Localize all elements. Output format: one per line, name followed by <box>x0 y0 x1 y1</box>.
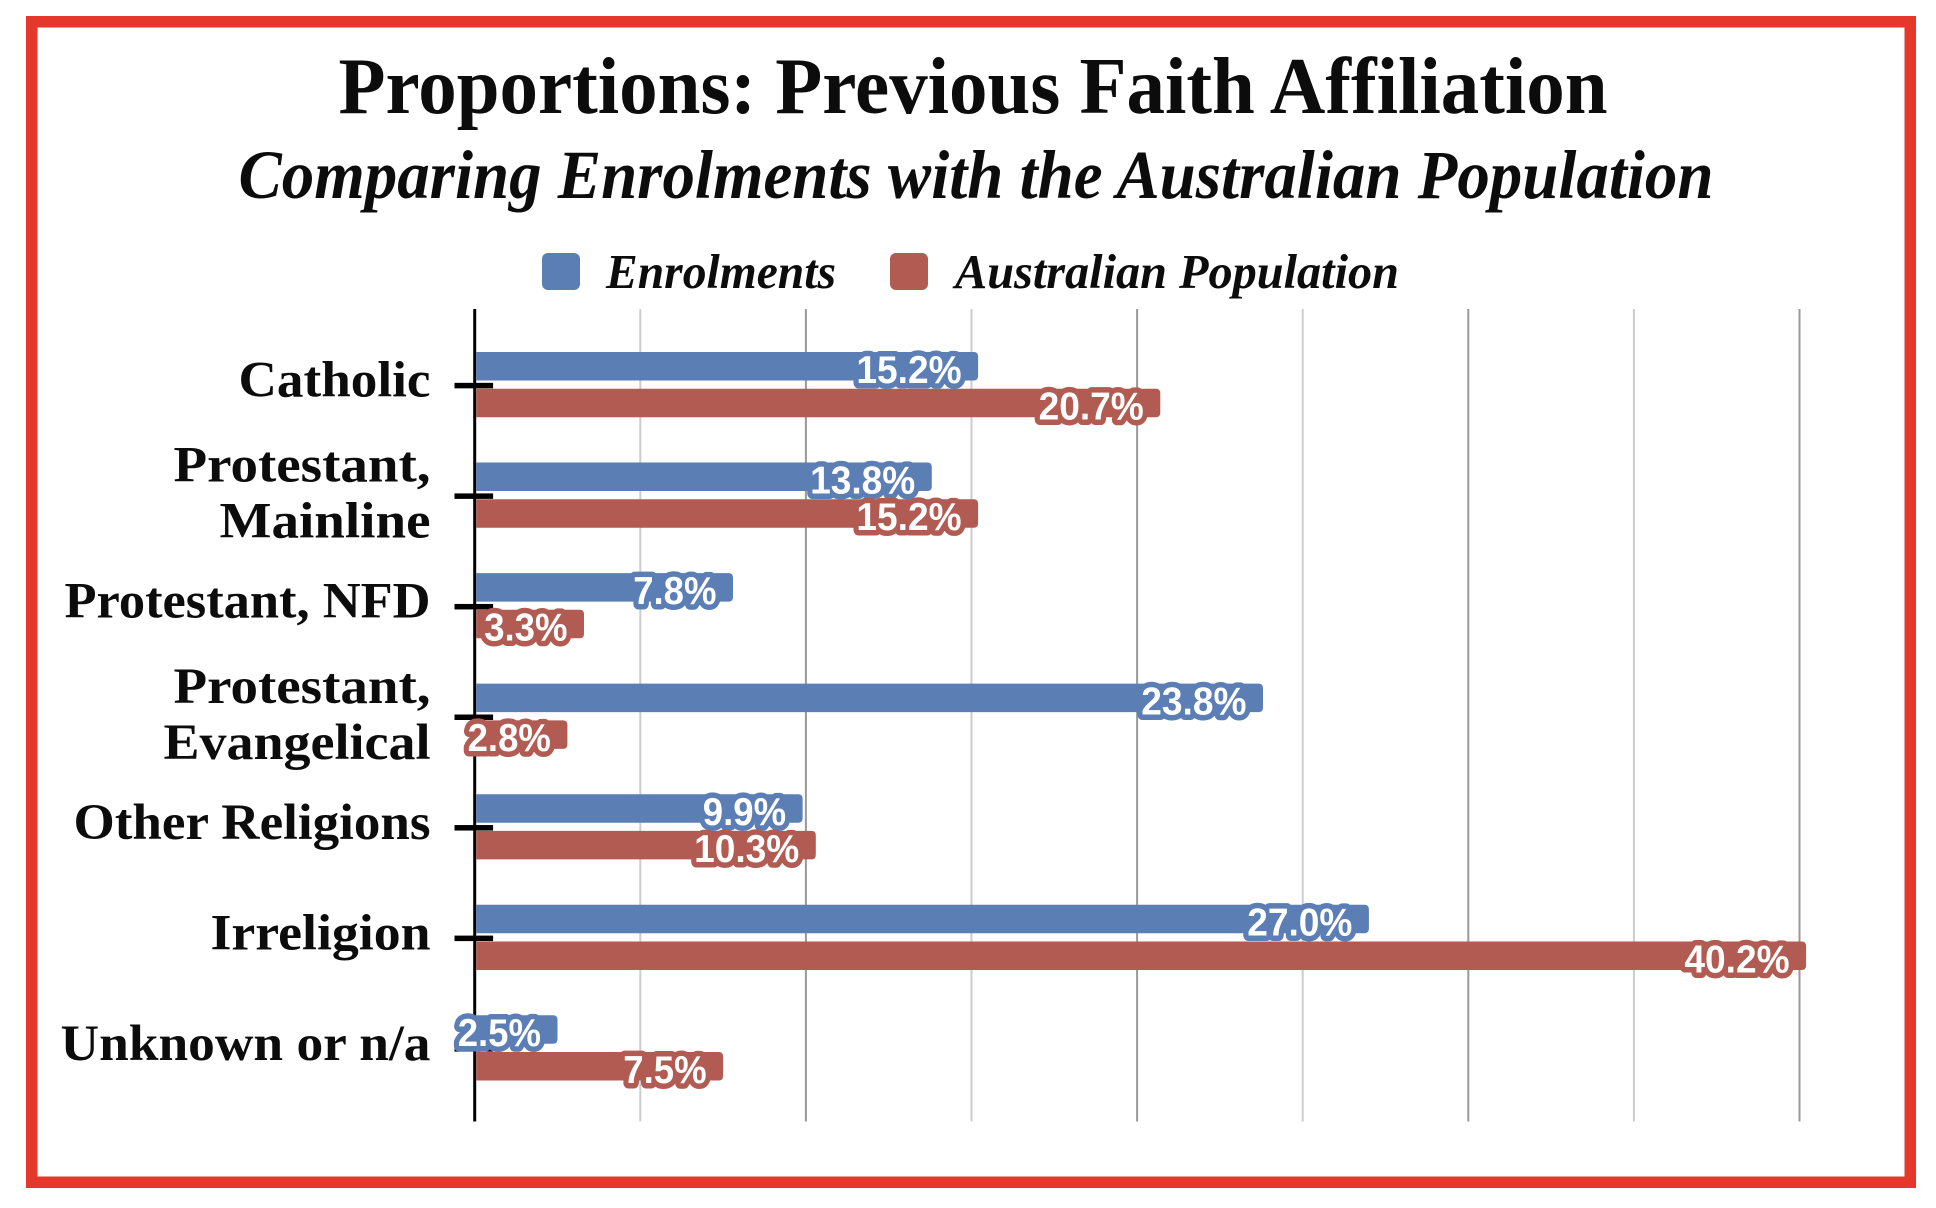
svg-text:Protestant,: Protestant, <box>174 659 431 715</box>
svg-text:15.2%: 15.2% <box>856 496 961 539</box>
svg-text:7.8%: 7.8% <box>633 570 716 613</box>
svg-text:Unknown or n/a: Unknown or n/a <box>61 1016 431 1072</box>
svg-text:Irreligion: Irreligion <box>211 905 431 961</box>
svg-text:Protestant,: Protestant, <box>174 438 431 494</box>
svg-text:7.5%: 7.5% <box>623 1049 706 1092</box>
svg-text:15.2%: 15.2% <box>856 349 961 392</box>
svg-text:20.7%: 20.7% <box>1039 386 1144 429</box>
svg-text:Australian Population: Australian Population <box>952 244 1399 299</box>
svg-text:Protestant, NFD: Protestant, NFD <box>65 574 431 630</box>
svg-text:2.5%: 2.5% <box>458 1012 541 1055</box>
svg-text:2.8%: 2.8% <box>468 717 551 760</box>
svg-text:Proportions: Previous Faith Af: Proportions: Previous Faith Affiliation <box>339 41 1608 131</box>
svg-text:Mainline: Mainline <box>220 494 431 550</box>
svg-text:40.2%: 40.2% <box>1684 938 1789 981</box>
svg-text:Enrolments: Enrolments <box>605 244 836 299</box>
svg-text:27.0%: 27.0% <box>1247 902 1352 945</box>
svg-text:Evangelical: Evangelical <box>164 715 431 771</box>
svg-text:23.8%: 23.8% <box>1141 681 1246 724</box>
svg-text:13.8%: 13.8% <box>810 459 915 502</box>
svg-text:9.9%: 9.9% <box>703 791 786 834</box>
svg-text:10.3%: 10.3% <box>694 828 799 871</box>
svg-text:Comparing Enrolments with the: Comparing Enrolments with the Australian… <box>239 137 1714 213</box>
svg-text:Catholic: Catholic <box>239 353 431 409</box>
svg-text:Other Religions: Other Religions <box>74 795 431 851</box>
svg-text:3.3%: 3.3% <box>484 607 567 650</box>
